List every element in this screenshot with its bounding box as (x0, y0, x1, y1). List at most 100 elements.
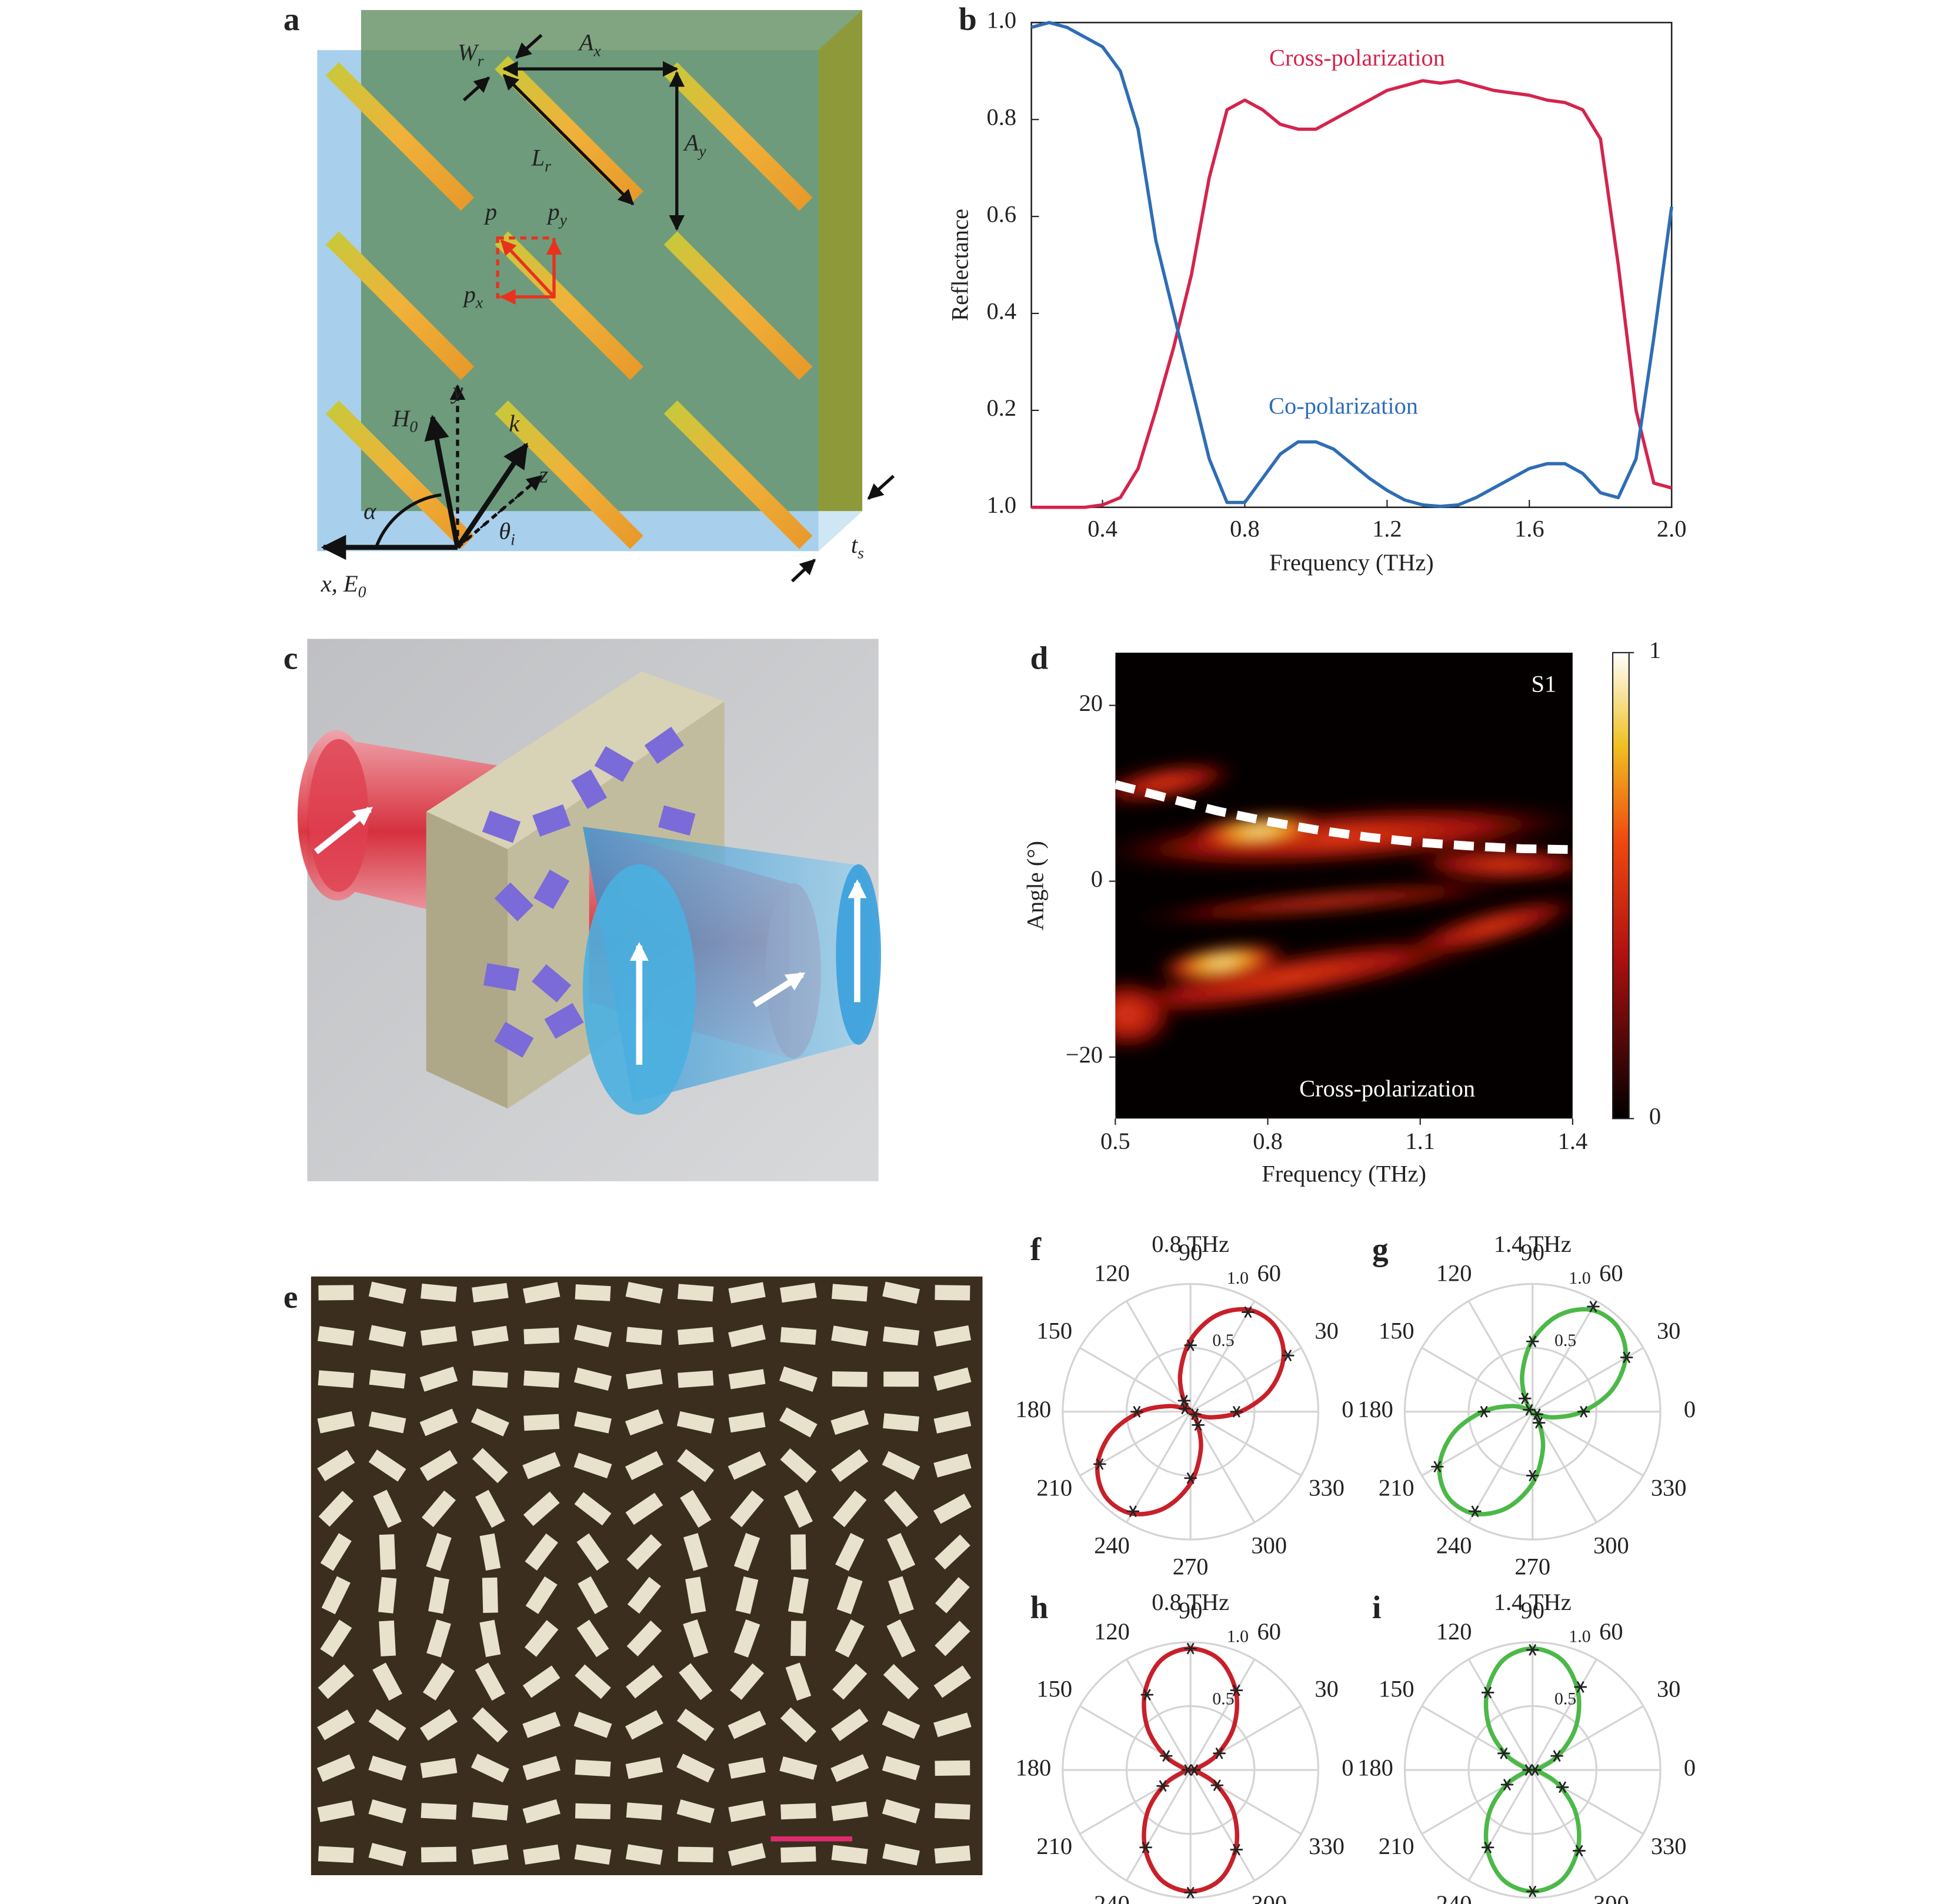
rod (317, 1449, 355, 1482)
asterisk-stroke (1471, 1505, 1479, 1518)
rod (728, 1711, 766, 1739)
angle-label: 330 (1651, 1833, 1687, 1859)
label-main: α (363, 498, 376, 525)
rod (733, 1619, 760, 1658)
measured-point (1210, 1779, 1223, 1792)
rod (426, 1533, 452, 1571)
resonators (325, 56, 813, 549)
rod (935, 1285, 970, 1301)
rod (419, 1408, 458, 1437)
x-tick-label: 0.8 (1230, 516, 1260, 542)
measured-point (1431, 1461, 1444, 1473)
panel-letter: d (1030, 640, 1048, 676)
asterisk-stroke (1244, 1306, 1252, 1318)
measured-point (1500, 1779, 1514, 1791)
rod (779, 1366, 818, 1392)
grid-spoke (1467, 1769, 1534, 1882)
micrograph (311, 1276, 983, 1876)
rod (780, 1448, 817, 1483)
grid-spoke (1126, 1659, 1192, 1771)
asterisk-stroke (1162, 1750, 1170, 1762)
rod (626, 1665, 663, 1699)
grid-spoke (1189, 1300, 1256, 1412)
measured-point (1140, 1689, 1153, 1701)
rod (783, 1489, 813, 1528)
asterisk-stroke (1186, 1472, 1195, 1484)
angle-label: 240 (1094, 1532, 1130, 1559)
grid-spoke (1126, 1411, 1192, 1523)
rod (471, 1408, 509, 1437)
measured-point (1160, 1750, 1173, 1762)
colorbar (1612, 652, 1630, 1120)
rod (378, 1576, 397, 1614)
rod (479, 1533, 501, 1571)
rod (676, 1411, 715, 1434)
asterisk-stroke (1191, 1408, 1199, 1421)
y-tick-label: 20 (1079, 690, 1103, 716)
rod (471, 1325, 509, 1347)
measured-point (1482, 1686, 1494, 1699)
fit-curve (1115, 780, 1573, 854)
rod (883, 1413, 919, 1432)
angle-label: 180 (1357, 1754, 1393, 1781)
rod (886, 1619, 916, 1658)
diagram-label: x, E0 (321, 570, 366, 601)
polar-title: 1.4 THz (1494, 1589, 1572, 1615)
meta-atom (644, 726, 685, 764)
meta-atom (571, 769, 608, 809)
rod (422, 1490, 456, 1527)
polar-title: 1.4 THz (1494, 1231, 1572, 1257)
angle-label: 120 (1436, 1618, 1472, 1645)
panel-letter: a (283, 1, 300, 37)
resonator (325, 62, 475, 211)
rod (317, 1709, 355, 1741)
rod (933, 1454, 972, 1478)
rod (368, 1755, 406, 1781)
colorbar-tick-label: 1 (1649, 637, 1661, 663)
rod (626, 1327, 663, 1345)
radius-label: 0.5 (1212, 1689, 1234, 1708)
asterisk-stroke (1484, 1841, 1492, 1853)
meta-atom (494, 882, 533, 921)
rod (626, 1534, 662, 1570)
rod (935, 1760, 970, 1776)
rod (379, 1620, 396, 1656)
angle-label: 90 (1179, 1597, 1202, 1624)
measured-point (1550, 1750, 1563, 1762)
rod (320, 1533, 352, 1571)
rod (573, 1452, 612, 1479)
angle-label: 0 (1342, 1396, 1353, 1422)
angle-label: 330 (1651, 1475, 1687, 1501)
rod (472, 1282, 509, 1302)
asterisk-stroke (1529, 1335, 1537, 1348)
diagram-label: Ay (683, 129, 707, 160)
measured-point (1519, 1392, 1532, 1405)
asterisk-stroke (1575, 1845, 1583, 1857)
rod (832, 1490, 867, 1528)
resonator (325, 231, 475, 380)
rod (933, 1665, 972, 1698)
rod (730, 1663, 765, 1700)
rod (678, 1370, 714, 1388)
rod (318, 1664, 355, 1699)
angle-label: 210 (1036, 1475, 1072, 1501)
rod (575, 1803, 611, 1819)
rod (317, 1411, 355, 1434)
y-tick-label: 0.4 (986, 298, 1016, 324)
rod (883, 1371, 919, 1387)
rod (318, 1846, 354, 1863)
rod (625, 1451, 663, 1481)
rod (316, 1754, 355, 1782)
rod (472, 1370, 508, 1388)
rod (475, 1662, 505, 1701)
meta-atom (544, 1003, 584, 1039)
measured-point (1184, 1642, 1197, 1655)
rod (420, 1709, 458, 1741)
y-tick-label: 0.2 (986, 395, 1016, 421)
arrow (455, 442, 529, 549)
measured-point (1573, 1845, 1586, 1857)
asterisk-stroke (1521, 1392, 1529, 1405)
rod (576, 1533, 609, 1571)
asterisk-stroke (1181, 1402, 1189, 1415)
angle-label: 300 (1593, 1890, 1629, 1904)
